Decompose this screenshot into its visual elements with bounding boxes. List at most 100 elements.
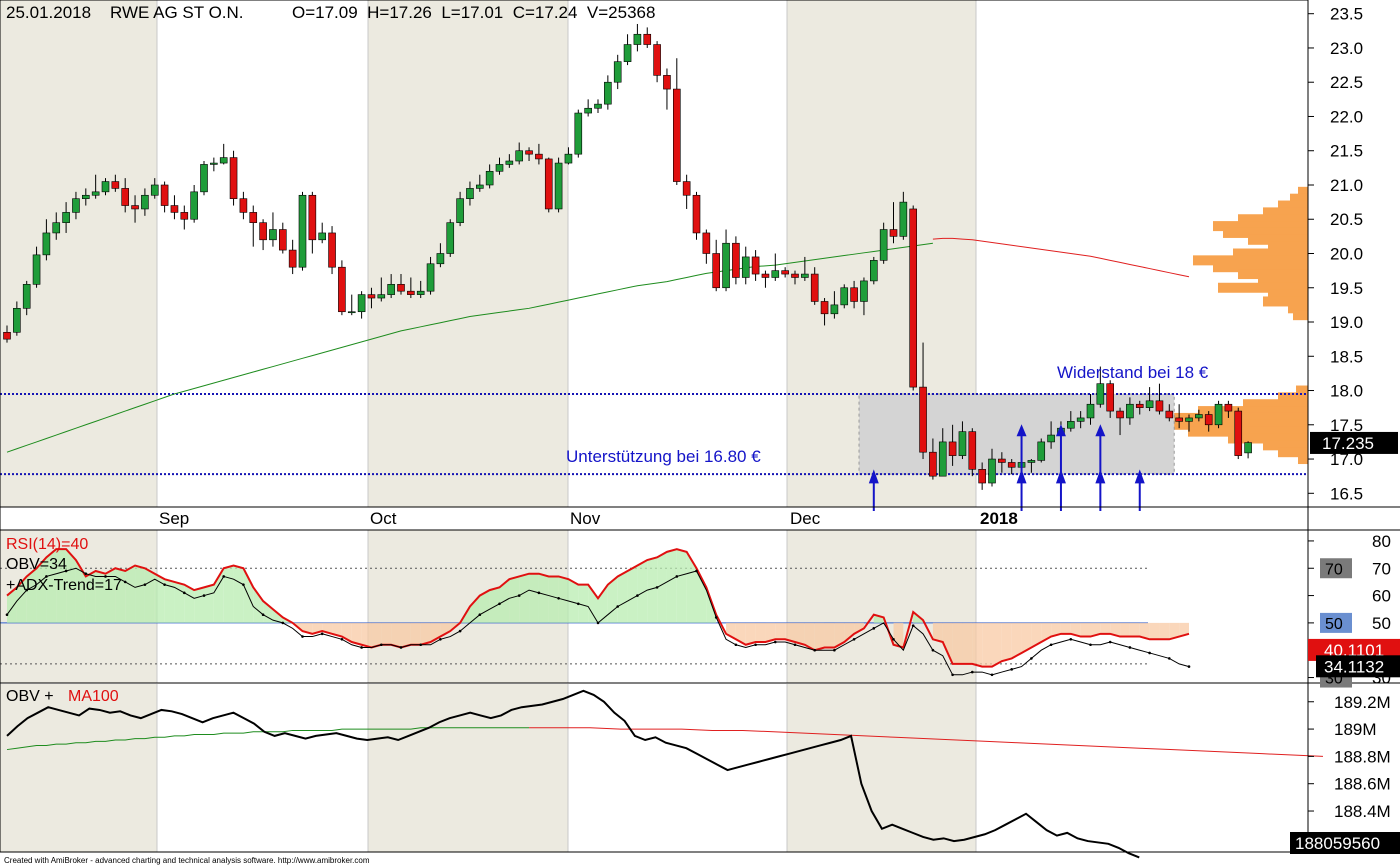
ma100-future-line xyxy=(529,727,1323,757)
rsi-fill xyxy=(982,622,992,667)
rsi-fill xyxy=(351,622,362,645)
background-band xyxy=(157,0,368,507)
obv-last-box xyxy=(1290,832,1400,854)
candle xyxy=(13,301,21,336)
candle-body xyxy=(42,232,51,256)
candle xyxy=(318,222,327,244)
rsi-fill xyxy=(962,622,973,664)
candle-body xyxy=(771,270,780,278)
candle-body xyxy=(239,198,248,213)
candle xyxy=(1007,459,1016,475)
candle xyxy=(968,428,977,477)
candle-body xyxy=(131,205,139,210)
candle-body xyxy=(180,212,189,220)
candle-body xyxy=(1086,403,1095,419)
obv-indicator-point xyxy=(911,624,915,627)
rsi-fill xyxy=(578,584,589,623)
obv-indicator-point xyxy=(1030,657,1033,660)
obv-indicator-point xyxy=(1108,640,1112,644)
rsi-fill xyxy=(1179,622,1189,637)
obv-indicator-point xyxy=(695,569,698,573)
candle-body xyxy=(367,294,376,299)
candle-body xyxy=(1195,414,1203,419)
candle xyxy=(407,277,415,299)
candle-body xyxy=(407,290,415,295)
candle xyxy=(633,23,642,52)
volume-profile-bar xyxy=(1238,214,1308,225)
candle xyxy=(160,181,169,213)
candle-body xyxy=(978,469,986,484)
candle-body xyxy=(249,212,258,223)
candle xyxy=(1204,411,1213,432)
candle xyxy=(62,202,70,233)
candle-body xyxy=(929,451,937,477)
candle xyxy=(1155,383,1164,415)
volume-profile-bar xyxy=(1263,207,1308,218)
volume-profile-bar xyxy=(1298,454,1308,465)
candle-body xyxy=(72,198,80,213)
candle-body xyxy=(712,253,721,289)
obv-indicator-point xyxy=(163,583,166,586)
rsi-fill xyxy=(627,565,638,623)
candle xyxy=(416,280,425,299)
candle xyxy=(692,191,701,240)
y-tick-label: 23.5 xyxy=(1330,5,1363,24)
candle-body xyxy=(160,184,169,206)
candle xyxy=(544,157,553,213)
candle xyxy=(978,462,986,490)
candle-body xyxy=(150,184,159,196)
obv-indicator-point xyxy=(1069,637,1073,641)
volume-profile-bar xyxy=(1228,433,1308,444)
candle xyxy=(909,205,918,391)
arrow-head xyxy=(1134,469,1145,484)
candle xyxy=(663,68,671,110)
rsi-fill xyxy=(469,595,480,623)
volume-profile-bar xyxy=(1223,227,1308,238)
candle-body xyxy=(879,229,888,261)
candle xyxy=(525,147,533,162)
volume-profile-bar xyxy=(1258,275,1308,286)
background-band xyxy=(0,0,157,507)
candle xyxy=(564,147,573,165)
candle-body xyxy=(170,205,179,213)
obv-indicator-point xyxy=(360,646,363,649)
indicator-badge xyxy=(1320,612,1352,633)
rsi-fill xyxy=(814,622,825,651)
rsi-fill xyxy=(755,622,766,643)
candle xyxy=(574,109,583,158)
y-tick-label: 22.0 xyxy=(1330,107,1363,126)
obv-indicator-point xyxy=(5,613,9,616)
candle xyxy=(613,54,622,90)
obv-indicator-point xyxy=(301,635,304,638)
rsi-fill xyxy=(735,622,746,645)
candle xyxy=(32,246,41,288)
candle-body xyxy=(702,232,711,254)
candle-body xyxy=(594,103,602,109)
candle-body xyxy=(515,150,524,162)
candle xyxy=(869,256,878,285)
rsi-fill xyxy=(647,557,658,623)
rsi-fill xyxy=(637,560,648,623)
rsi-fill xyxy=(893,622,904,648)
candle-body xyxy=(1007,462,1016,468)
obv-indicator-point xyxy=(557,597,560,600)
rsi-fill xyxy=(795,622,805,645)
candle-body xyxy=(22,284,31,309)
obv-indicator-point xyxy=(261,613,265,616)
rsi-fill xyxy=(598,584,608,623)
volume-profile-bar xyxy=(1288,303,1308,314)
candle xyxy=(810,267,819,305)
candle xyxy=(1175,404,1183,429)
candle xyxy=(1067,411,1075,432)
rsi-fill xyxy=(144,568,155,623)
ma100-legend: MA100 xyxy=(68,688,119,705)
candle xyxy=(426,256,435,295)
candle-body xyxy=(988,458,996,484)
candle xyxy=(229,150,238,206)
candle xyxy=(919,342,927,460)
rsi-fill xyxy=(194,587,204,623)
candle xyxy=(1086,393,1095,425)
obv-indicator-point xyxy=(320,632,324,636)
rsi-fill xyxy=(726,622,736,640)
candle-body xyxy=(229,157,238,199)
